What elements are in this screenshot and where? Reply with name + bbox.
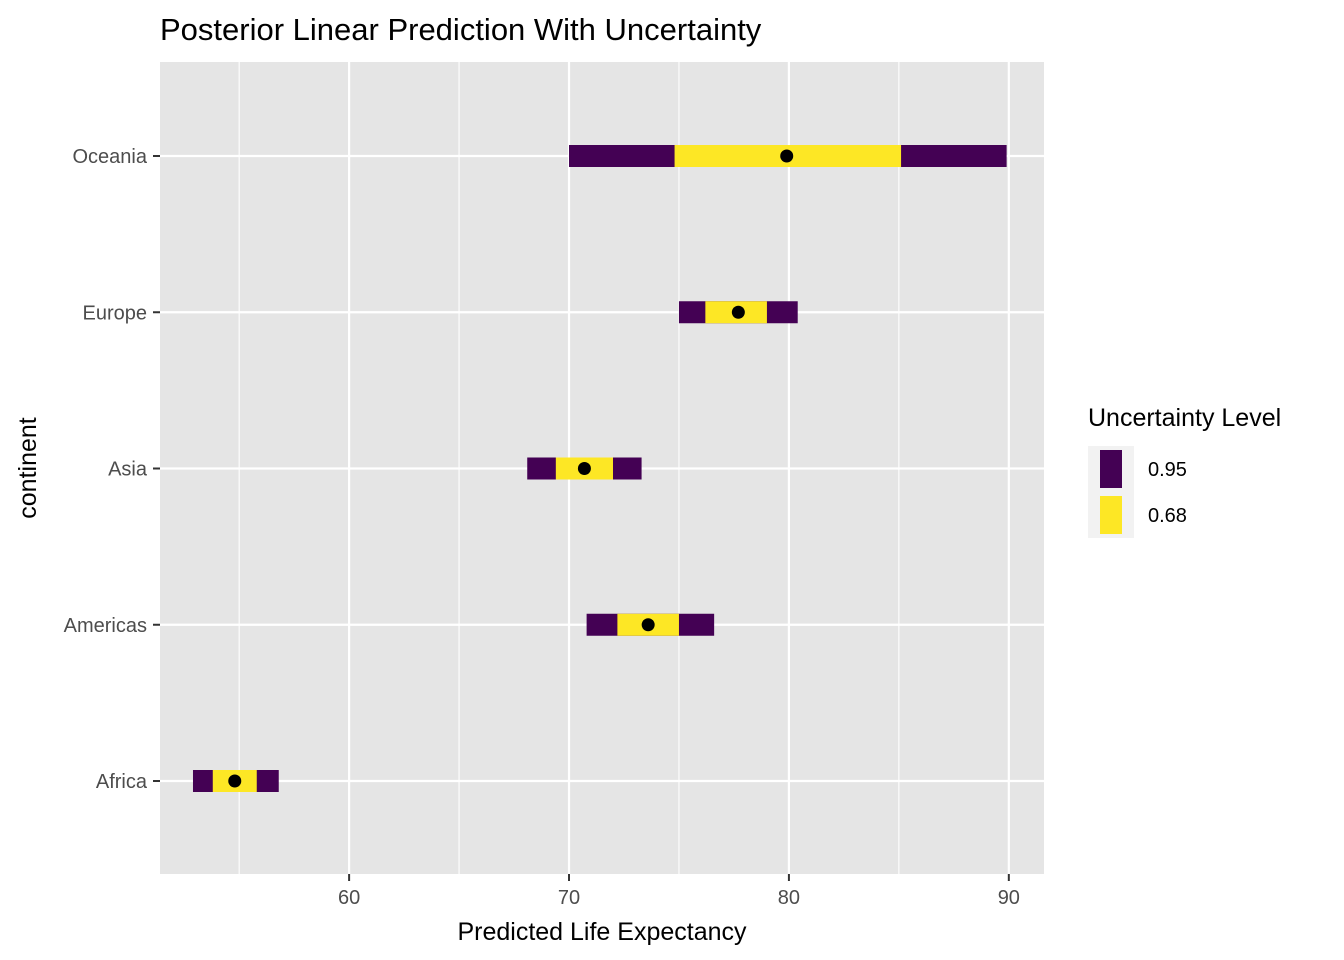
legend-swatch-0.95 xyxy=(1100,450,1122,488)
point-estimate-africa xyxy=(228,774,242,788)
x-axis: 60 70 80 90 xyxy=(338,874,1020,909)
y-axis-title: continent xyxy=(14,417,42,519)
legend: Uncertainty Level 0.95 0.68 xyxy=(1088,404,1281,538)
legend-label-0.68: 0.68 xyxy=(1148,505,1187,527)
y-tick-label-oceania: Oceania xyxy=(73,146,148,168)
legend-label-0.95: 0.95 xyxy=(1148,459,1187,481)
y-tick-label-africa: Africa xyxy=(96,771,148,793)
point-estimate-asia xyxy=(577,462,591,475)
x-tick-label: 80 xyxy=(778,887,800,909)
legend-title: Uncertainty Level xyxy=(1088,404,1281,432)
x-tick-label: 90 xyxy=(998,887,1020,909)
point-estimates xyxy=(228,149,794,788)
x-tick-label: 70 xyxy=(558,887,580,909)
x-axis-title: Predicted Life Expectancy xyxy=(457,918,747,946)
y-tick-label-asia: Asia xyxy=(108,459,148,481)
legend-swatch-0.68 xyxy=(1100,496,1122,534)
x-tick-label: 60 xyxy=(338,887,360,909)
chart-title: Posterior Linear Prediction With Uncerta… xyxy=(160,12,762,47)
y-tick-label-americas: Americas xyxy=(64,615,147,637)
y-axis: Africa Americas Asia Europe Oceania xyxy=(64,146,160,793)
point-estimate-europe xyxy=(731,305,745,319)
point-estimate-oceania xyxy=(780,149,794,163)
point-estimate-americas xyxy=(641,618,655,632)
y-tick-label-europe: Europe xyxy=(83,302,148,324)
